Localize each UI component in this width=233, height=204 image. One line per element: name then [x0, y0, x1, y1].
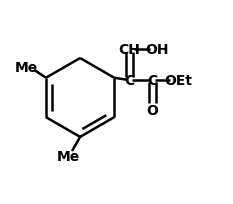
Text: C: C	[124, 73, 134, 87]
Text: OEt: OEt	[164, 73, 192, 87]
Text: C: C	[147, 73, 158, 87]
Text: O: O	[147, 104, 159, 118]
Text: Me: Me	[15, 60, 38, 74]
Text: OH: OH	[145, 43, 168, 57]
Text: Me: Me	[56, 149, 80, 163]
Text: CH: CH	[118, 43, 140, 57]
